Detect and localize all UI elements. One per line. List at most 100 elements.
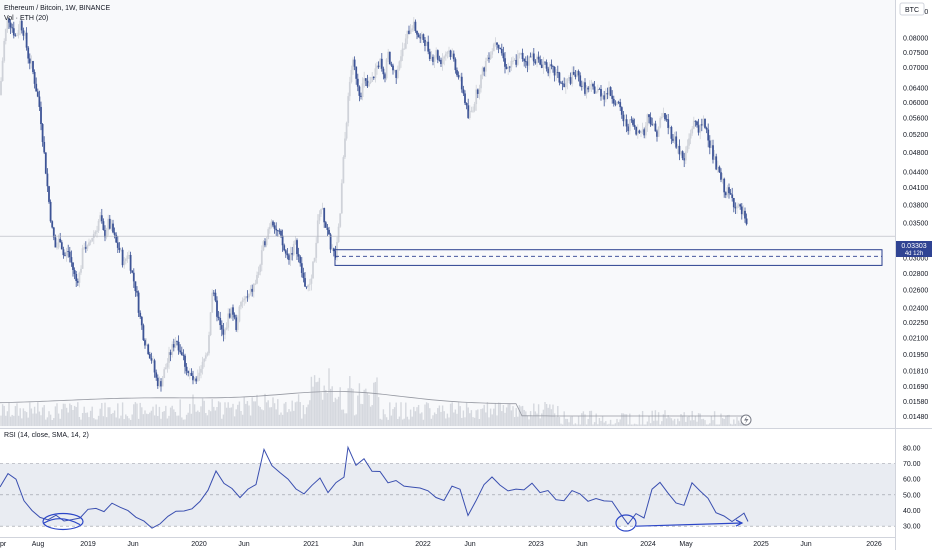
candle-body[interactable]	[531, 53, 534, 57]
candle-body[interactable]	[292, 244, 295, 255]
candle-body[interactable]	[451, 53, 454, 57]
candle-body[interactable]	[168, 352, 170, 363]
candle-body[interactable]	[633, 124, 636, 128]
candle-body[interactable]	[201, 361, 204, 369]
candle-body[interactable]	[720, 172, 722, 180]
candle-body[interactable]	[118, 247, 121, 250]
candle-body[interactable]	[409, 30, 412, 34]
candle-body[interactable]	[212, 292, 215, 294]
candle-body[interactable]	[572, 71, 575, 75]
candle-body[interactable]	[248, 293, 250, 298]
candle-body[interactable]	[404, 38, 407, 49]
candle-body[interactable]	[673, 136, 676, 141]
candle-body[interactable]	[257, 271, 260, 276]
candle-body[interactable]	[379, 58, 382, 68]
candle-body[interactable]	[686, 145, 689, 152]
candle-body[interactable]	[508, 66, 511, 68]
candle-body[interactable]	[417, 34, 420, 38]
candle-body[interactable]	[264, 241, 266, 246]
candle-body[interactable]	[297, 254, 300, 257]
candle-body[interactable]	[408, 30, 410, 34]
candle-body[interactable]	[708, 140, 711, 148]
candle-body[interactable]	[641, 129, 644, 133]
candle-body[interactable]	[550, 64, 553, 67]
candle-body[interactable]	[372, 76, 375, 79]
candle-body[interactable]	[353, 59, 356, 67]
candle-body[interactable]	[689, 133, 692, 139]
candle-body[interactable]	[616, 101, 618, 105]
candle-body[interactable]	[563, 83, 566, 88]
candle-body[interactable]	[664, 113, 666, 120]
candle-body[interactable]	[40, 106, 42, 125]
candle-body[interactable]	[49, 201, 52, 222]
candle-body[interactable]	[182, 355, 185, 356]
candle-body[interactable]	[116, 242, 119, 248]
candle-body[interactable]	[675, 136, 678, 148]
candle-body[interactable]	[281, 235, 284, 246]
candle-body[interactable]	[64, 255, 66, 256]
candle-body[interactable]	[123, 261, 126, 266]
candle-body[interactable]	[1, 60, 4, 82]
candle-body[interactable]	[164, 367, 167, 370]
candle-body[interactable]	[619, 102, 622, 108]
candle-body[interactable]	[574, 74, 577, 77]
candle-body[interactable]	[640, 132, 642, 134]
candle-body[interactable]	[310, 278, 313, 284]
candle-body[interactable]	[252, 283, 255, 292]
candle-body[interactable]	[4, 29, 7, 42]
candle-body[interactable]	[534, 61, 537, 64]
candle-body[interactable]	[649, 117, 652, 125]
candle-body[interactable]	[36, 91, 39, 97]
candle-body[interactable]	[230, 307, 233, 318]
candle-body[interactable]	[516, 55, 519, 65]
candle-body[interactable]	[488, 57, 490, 60]
candle-body[interactable]	[436, 50, 439, 60]
candle-body[interactable]	[339, 213, 342, 227]
candle-body[interactable]	[244, 296, 247, 299]
candle-body[interactable]	[139, 312, 142, 317]
candle-body[interactable]	[35, 83, 38, 92]
candle-body[interactable]	[475, 89, 478, 105]
candle-body[interactable]	[644, 125, 647, 136]
candle-body[interactable]	[654, 123, 657, 132]
candle-body[interactable]	[380, 58, 383, 69]
candle-body[interactable]	[169, 352, 172, 355]
candle-body[interactable]	[88, 242, 90, 246]
candle-body[interactable]	[377, 65, 380, 68]
candle-body[interactable]	[564, 82, 567, 88]
candle-body[interactable]	[318, 214, 321, 221]
candle-body[interactable]	[329, 234, 332, 250]
candle-body[interactable]	[678, 145, 681, 155]
candle-body[interactable]	[507, 66, 510, 69]
candle-body[interactable]	[603, 95, 606, 100]
candle-body[interactable]	[452, 53, 455, 60]
candle-body[interactable]	[416, 30, 418, 35]
candle-body[interactable]	[206, 353, 209, 356]
candle-body[interactable]	[358, 86, 361, 96]
candle-body[interactable]	[670, 127, 673, 139]
candle-body[interactable]	[724, 192, 727, 196]
candle-body[interactable]	[289, 253, 292, 261]
candle-body[interactable]	[97, 220, 100, 231]
candle-body[interactable]	[360, 95, 362, 98]
candle-body[interactable]	[144, 340, 146, 346]
candle-body[interactable]	[150, 358, 153, 361]
candle-body[interactable]	[83, 247, 86, 249]
candle-body[interactable]	[571, 71, 574, 84]
candle-body[interactable]	[435, 50, 438, 57]
candle-body[interactable]	[124, 258, 127, 262]
candle-body[interactable]	[225, 327, 228, 330]
candle-body[interactable]	[652, 123, 655, 126]
candle-body[interactable]	[512, 60, 514, 62]
annotation-arrow-left[interactable]	[43, 518, 81, 526]
candle-body[interactable]	[704, 118, 706, 128]
candle-body[interactable]	[219, 317, 222, 326]
candle-body[interactable]	[384, 74, 386, 79]
candle-body[interactable]	[521, 52, 524, 59]
candle-body[interactable]	[731, 194, 734, 199]
candle-body[interactable]	[187, 371, 190, 373]
candle-body[interactable]	[337, 226, 340, 243]
candle-body[interactable]	[371, 76, 374, 82]
candle-body[interactable]	[376, 65, 378, 69]
candle-body[interactable]	[600, 89, 602, 97]
